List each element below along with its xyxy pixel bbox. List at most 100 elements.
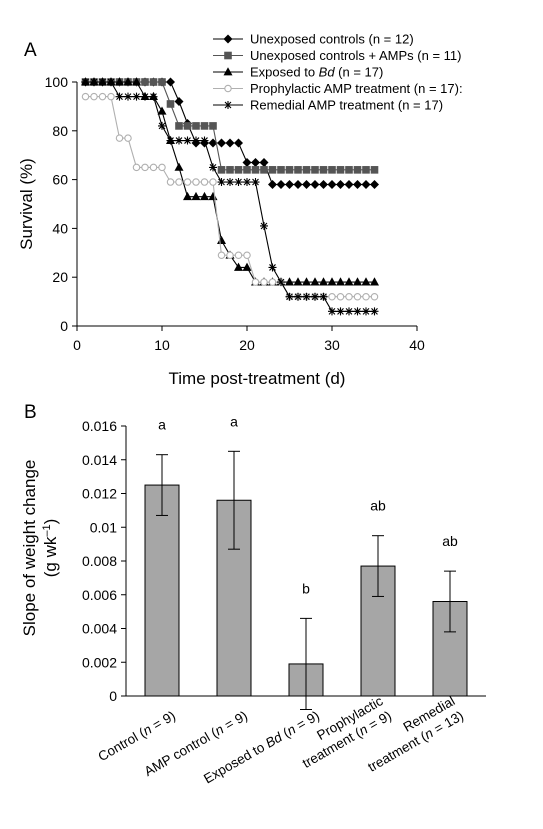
panel-a-data-point: [234, 251, 243, 259]
panel-a-legend-entry-4: Remedial AMP treatment (n = 17): [213, 98, 443, 113]
panel-b-bar-group-3: ab: [360, 498, 396, 697]
panel-a-data-point: [268, 278, 277, 286]
panel-b-label: B: [24, 402, 37, 423]
panel-a-data-point: [132, 92, 141, 101]
panel-a-legend-entry-0: Unexposed controls (n = 12): [213, 32, 414, 47]
panel-a-data-point: [200, 136, 209, 145]
panel-a-data-point: [302, 292, 311, 301]
panel-a-data-point: [141, 163, 149, 172]
panel-a-data-point: [336, 292, 345, 301]
panel-b-y-tick-label: 0: [109, 688, 117, 704]
panel-b-x-tick-label: Exposed to Bd (n = 9): [201, 708, 322, 786]
legend-marker: [223, 67, 233, 76]
panel-a-data-point: [276, 179, 286, 189]
panel-b-y-tick-label: 0.008: [82, 553, 117, 569]
panel-a-data-point: [311, 292, 319, 301]
panel-a-data-point: [243, 178, 251, 187]
panel-a-data-point: [183, 136, 192, 145]
panel-a-data-point: [242, 158, 252, 168]
panel-a-data-point: [353, 277, 362, 286]
panel-a-series: [81, 77, 379, 316]
panel-a-data-point: [353, 307, 362, 316]
panel-a-data-point: [319, 166, 328, 174]
panel-b-y-tick-label: 0.016: [82, 418, 117, 434]
panel-a-data-point: [285, 277, 294, 286]
panel-a-data-point: [319, 179, 328, 189]
panel-a-data-point: [98, 92, 107, 101]
panel-a-legend-entry-2: Exposed to Bd (n = 17): [213, 65, 383, 80]
panel-a-data-point: [217, 138, 226, 148]
panel-a-data-point: [345, 166, 353, 174]
panel-a-data-point: [175, 136, 183, 145]
panel-a-data-point: [107, 78, 115, 86]
panel-a-data-point: [234, 262, 243, 271]
panel-a-data-point: [175, 122, 183, 130]
panel-a-data-point: [132, 77, 141, 86]
panel-a-data-point: [370, 179, 379, 189]
panel-a-x-axis-label: Time post-treatment (d): [169, 369, 346, 388]
panel-a-data-point: [208, 191, 218, 201]
panel-b-significance-letter: a: [158, 417, 166, 433]
panel-a-series-line: [85, 81, 375, 312]
panel-b-y-tick-label: 0.01: [90, 519, 117, 535]
panel-a-data-point: [259, 158, 269, 168]
panel-a-data-point: [158, 121, 166, 130]
panel-a-data-point: [251, 166, 260, 174]
panel-a-data-point: [336, 307, 345, 316]
panel-a-data-point: [328, 292, 336, 301]
panel-b-significance-letter: a: [230, 413, 238, 429]
panel-a-data-point: [226, 251, 234, 259]
panel-a-data-point: [293, 277, 303, 286]
panel-a-data-point: [149, 92, 158, 101]
panel-b-y-tick-label: 0.004: [82, 621, 117, 637]
panel-a-data-point: [370, 292, 379, 301]
panel-a-data-point: [191, 191, 201, 201]
panel-a-series-line: [85, 96, 375, 298]
panel-a-data-point: [294, 166, 302, 174]
panel-a-axes: 0 20 40 60 80 100 0 10 20 30 40: [45, 74, 425, 353]
panel-a-data-point: [302, 277, 311, 286]
panel-a-data-point: [260, 278, 268, 286]
panel-a-data-point: [166, 77, 175, 87]
panel-a-data-point: [260, 166, 268, 174]
panel-a-y-tick-label: 40: [52, 220, 68, 236]
panel-a-legend-label: Unexposed controls (n = 12): [250, 32, 414, 47]
panel-a-y-tick-label: 0: [60, 318, 68, 334]
panel-a-x-tick-label: 30: [324, 337, 340, 353]
panel-a-data-point: [124, 92, 132, 101]
panel-a-data-point: [166, 136, 175, 145]
panel-a-y-tick-label: 80: [52, 123, 68, 139]
panel-a-data-point: [319, 277, 328, 286]
panel-a-data-point: [362, 166, 370, 174]
panel-a-data-point: [285, 292, 294, 301]
panel-a-data-point: [175, 178, 183, 186]
panel-a-data-point: [141, 78, 149, 86]
panel-a-legend: Unexposed controls (n = 12)Unexposed con…: [213, 32, 463, 113]
panel-b-bar-group-4: ab: [432, 533, 468, 697]
panel-a-data-point: [115, 134, 124, 142]
panel-a-data-point: [285, 166, 294, 174]
legend-marker: [224, 84, 232, 93]
panel-a-data-point: [344, 277, 354, 286]
panel-a-data-point: [327, 179, 337, 189]
panel-a-data-point: [370, 307, 379, 316]
panel-a-data-point: [98, 78, 107, 86]
panel-a-data-point: [217, 178, 226, 187]
panel-a-data-point: [192, 178, 200, 186]
panel-a-data-point: [345, 307, 353, 316]
panel-a-series-4: [81, 78, 379, 316]
panel-a-legend-label: Exposed to Bd (n = 17): [250, 65, 383, 80]
panel-a-data-point: [217, 235, 226, 244]
panel-b-bar-group-0: a: [144, 417, 180, 697]
panel-a-data-point: [260, 221, 268, 230]
legend-marker: [223, 34, 233, 44]
panel-a-data-point: [362, 307, 370, 316]
panel-a-data-point: [226, 166, 234, 174]
panel-a-data-point: [192, 122, 200, 130]
panel-a-data-point: [234, 138, 243, 148]
panel-a-y-axis-label: Survival (%): [17, 158, 36, 250]
panel-a-data-point: [174, 162, 184, 171]
panel-a-data-point: [353, 179, 362, 189]
panel-a-data-point: [226, 178, 234, 187]
